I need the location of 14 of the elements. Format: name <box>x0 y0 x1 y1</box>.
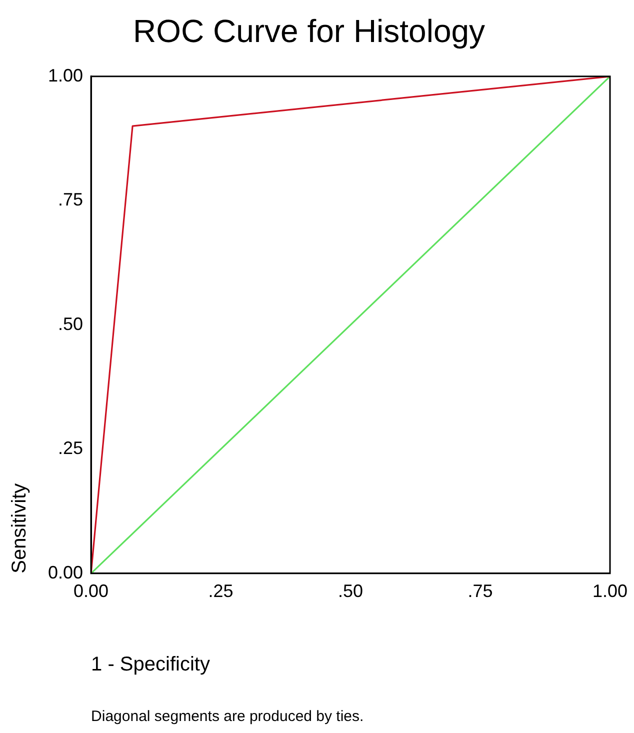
x-tick-label: 1.00 <box>592 581 628 602</box>
chart-title: ROC Curve for Histology <box>132 13 486 50</box>
y-tick-label: .75 <box>58 190 84 210</box>
y-tick-label: .50 <box>58 314 84 334</box>
text: Diagonal segments are produced by ties. <box>91 708 364 725</box>
x-tick-label: .50 <box>338 581 364 602</box>
x-axis-title: 1 - Specificity <box>91 654 210 676</box>
y-tick-label: .25 <box>58 438 84 458</box>
y-tick-label: 0.00 <box>48 562 84 582</box>
x-tick-label: 0.00 <box>74 581 109 602</box>
y-axis-title: Sensitivity <box>8 483 31 574</box>
x-tick-label: .25 <box>208 581 234 602</box>
y-tick-label: 1.00 <box>48 65 84 86</box>
x-tick-label: .75 <box>468 581 493 602</box>
